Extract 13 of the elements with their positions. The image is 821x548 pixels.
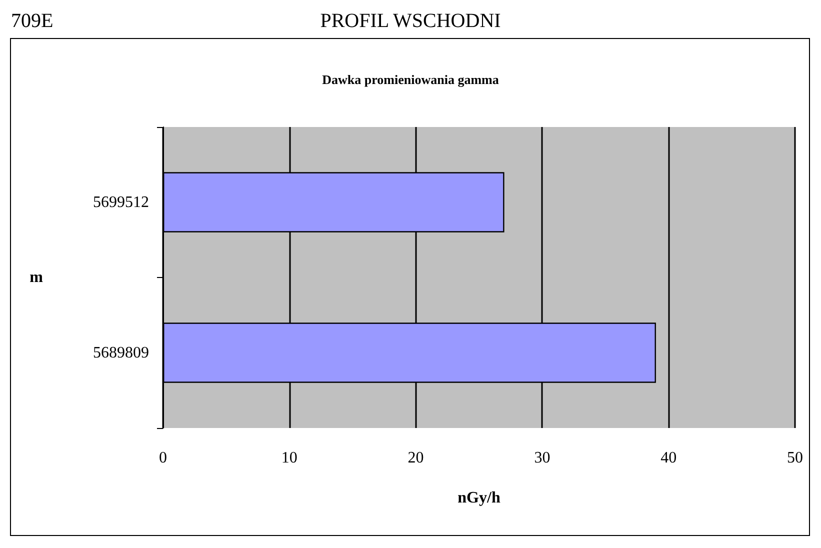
- x-tick-label: 0: [159, 450, 167, 466]
- x-tick-label: 20: [408, 450, 424, 466]
- y-tick-label: 5689809: [93, 344, 149, 362]
- y-axis-title: m: [30, 269, 44, 286]
- x-tick-label: 40: [660, 450, 677, 466]
- text: 709E: [11, 10, 54, 32]
- chart-title: Dawka promieniowania gamma: [322, 72, 500, 87]
- x-axis-title: nGy/h: [458, 490, 500, 506]
- y-tick-label: 5699512: [93, 194, 149, 211]
- x-tick-label: 30: [534, 450, 550, 466]
- x-tick-label: 10: [281, 450, 298, 466]
- x-tick-label: 50: [787, 450, 803, 466]
- chart-subtitle: PROFIL WSCHODNI: [320, 10, 501, 32]
